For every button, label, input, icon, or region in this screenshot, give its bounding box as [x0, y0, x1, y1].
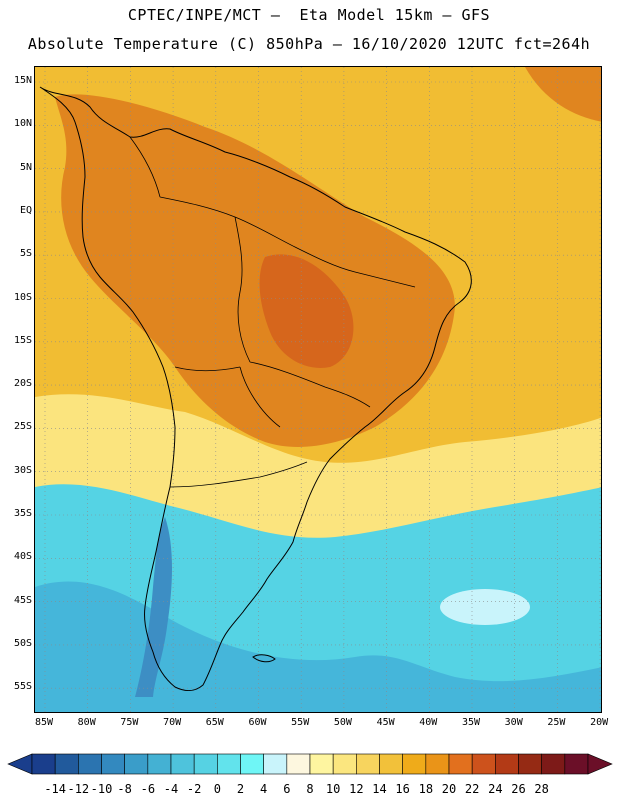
colorbar-segment: [101, 753, 125, 775]
colorbar-tick-label: 24: [488, 782, 503, 796]
colorbar-segment: [332, 753, 357, 775]
title-line-1: CPTEC/INPE/MCT – Eta Model 15km – GFS: [127, 6, 491, 24]
lat-label: 10S: [13, 291, 32, 303]
colorbar-segment: [170, 753, 195, 775]
field-caribbean-hot: [525, 67, 601, 122]
colorbar-segment: [309, 753, 334, 775]
lon-label: 75W: [120, 717, 139, 728]
colorbar-tick-label: -14: [44, 782, 66, 796]
colorbar-tick-label: 26: [511, 782, 526, 796]
colorbar-segment: [425, 753, 450, 775]
lat-label: 35S: [13, 508, 32, 519]
lat-label: 5S: [19, 248, 32, 260]
lon-label: 55W: [291, 717, 310, 728]
lat-label: 15S: [13, 334, 32, 346]
south-america-coastline: [39, 86, 472, 691]
colorbar-segment: [124, 753, 149, 775]
lat-label: EQ: [19, 204, 32, 216]
colorbar-tick-label: 22: [464, 782, 480, 796]
lon-label: 40W: [419, 717, 438, 728]
colorbar-segment: [193, 753, 218, 775]
colorbar-segment: [54, 753, 79, 775]
lat-label: 30S: [13, 464, 32, 476]
lat-label: 50S: [13, 637, 32, 649]
colorbar-segment: [379, 753, 403, 775]
field-cold-cell: [440, 589, 530, 625]
colorbar-tick-label: 8: [306, 782, 314, 796]
colorbar-tick-label: -10: [90, 782, 113, 796]
lon-label: 35W: [461, 717, 481, 728]
colorbar-tick-label: -8: [117, 782, 132, 796]
colorbar-over-arrow: [587, 753, 613, 775]
lon-label: 60W: [248, 717, 267, 728]
temperature-map[interactable]: [35, 67, 602, 713]
lat-label: 25S: [13, 421, 32, 433]
title-line-2: Absolute Temperature (C) 850hPa – 16/10/…: [27, 35, 591, 53]
colorbar-segment: [78, 753, 102, 775]
colorbar-segment: [240, 753, 264, 775]
colorbar-segment: [31, 753, 56, 775]
colorbar-segment: [541, 753, 566, 775]
colorbar-tick-label: 4: [260, 782, 268, 796]
country-borders: [129, 136, 416, 488]
colorbar-segment: [564, 753, 589, 775]
colorbar-tick-label: 10: [325, 782, 341, 796]
lon-label: 20W: [590, 717, 609, 728]
field-continent-hot: [55, 94, 455, 447]
colorbar-segment: [147, 753, 172, 775]
lon-label: 85W: [34, 717, 54, 728]
colorbar-tick-label: 18: [418, 782, 434, 796]
colorbar-segment: [263, 753, 288, 775]
colorbar-segment: [217, 753, 241, 775]
colorbar-under-arrow: [7, 753, 33, 775]
colorbar-tick-label: 12: [349, 782, 364, 796]
colorbar-tick-label: -4: [163, 782, 179, 796]
lat-label: 55S: [13, 681, 32, 693]
colorbar-tick-label: 0: [213, 782, 221, 796]
lon-label: 65W: [205, 717, 224, 728]
lon-label: 30W: [504, 717, 523, 728]
field-continent-hotter: [259, 254, 354, 368]
colorbar-tick-label: 14: [372, 782, 387, 796]
lon-label: 70W: [163, 717, 182, 728]
colorbar-segment: [518, 753, 542, 775]
colorbar-tick-label: 28: [534, 782, 549, 796]
field-andes-cold: [135, 517, 172, 697]
falkland-islands: [252, 654, 276, 663]
lat-label: 10N: [13, 118, 32, 130]
colorbar-tick-label: -2: [186, 782, 202, 796]
graticule: [35, 67, 601, 712]
lon-label: 25W: [547, 717, 566, 728]
colorbar-segment: [402, 753, 427, 775]
lon-label: 80W: [77, 717, 96, 728]
lat-label: 15N: [13, 75, 32, 86]
lat-label: 20S: [13, 378, 32, 390]
lat-label: 5N: [19, 161, 32, 173]
field-colder-band: [35, 581, 601, 712]
colorbar-segment: [471, 753, 496, 775]
colorbar-segment: [495, 753, 519, 775]
colorbar-tick-label: -6: [140, 782, 156, 796]
colorbar-segment: [286, 753, 311, 775]
lat-label: 45S: [13, 594, 32, 606]
colorbar-tick-label: -12: [67, 782, 90, 796]
colorbar-tick-label: 16: [395, 782, 410, 796]
colorbar-tick-label: 20: [441, 782, 457, 796]
colorbar: [7, 753, 613, 775]
lon-label: 50W: [333, 717, 352, 728]
map-panel[interactable]: [34, 66, 602, 713]
lat-label: 40S: [13, 551, 32, 563]
colorbar-tick-label: 2: [236, 782, 245, 796]
colorbar-segment: [356, 753, 380, 775]
colorbar-tick-label: 6: [283, 782, 291, 796]
lon-label: 45W: [376, 717, 395, 728]
colorbar-segment: [448, 753, 473, 775]
